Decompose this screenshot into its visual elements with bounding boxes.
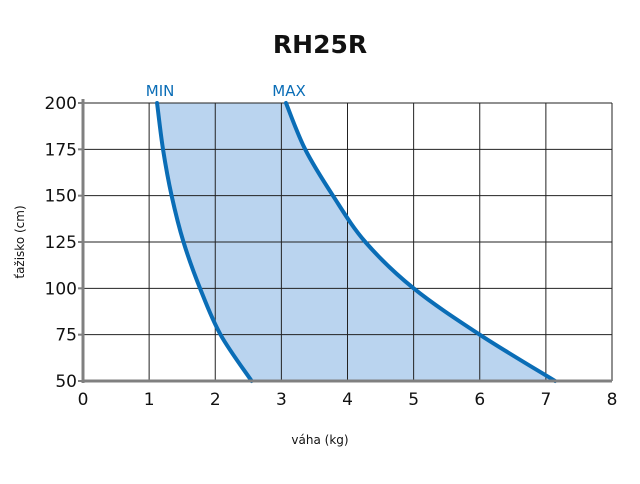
y-tick-label: 125	[45, 233, 77, 253]
x-tick-label: 5	[408, 390, 419, 410]
y-axis-label: ťažisko (cm)	[13, 205, 27, 278]
y-tick-label: 75	[55, 326, 77, 346]
series-label-min: MIN	[146, 82, 175, 100]
x-tick-label: 6	[474, 390, 485, 410]
series-label-max: MAX	[272, 82, 305, 100]
x-tick-label: 7	[540, 390, 551, 410]
max-curve	[284, 101, 558, 383]
x-tick-label: 8	[607, 390, 618, 410]
y-tick-label: 200	[45, 94, 77, 114]
x-tick-label: 0	[78, 390, 89, 410]
x-tick-label: 1	[144, 390, 155, 410]
y-tick-label: 100	[45, 279, 77, 299]
min-curve	[155, 101, 254, 383]
x-axis-label: váha (kg)	[291, 433, 348, 447]
x-tick-label: 3	[276, 390, 287, 410]
y-tick-label: 150	[45, 187, 77, 207]
y-tick-label: 50	[55, 372, 77, 392]
x-tick-label: 4	[342, 390, 353, 410]
y-tick-label: 175	[45, 140, 77, 160]
x-tick-label: 2	[210, 390, 221, 410]
chart-title: RH25R	[273, 30, 367, 59]
